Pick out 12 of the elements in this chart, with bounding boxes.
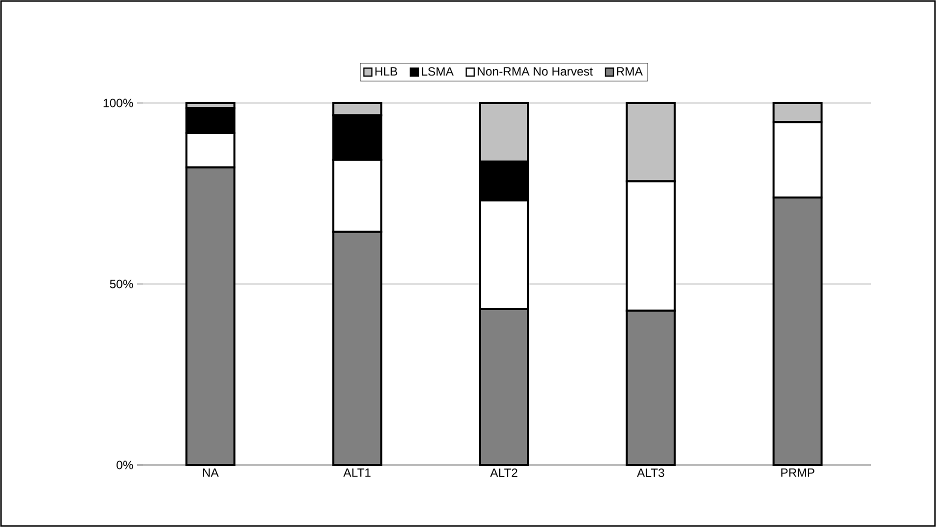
y-tick-label: 50% [110, 280, 134, 288]
x-tick-label: PRMP [781, 468, 814, 477]
legend-label: Non-RMA No Harvest [478, 67, 593, 76]
x-tick-label: ALT1 [343, 468, 371, 477]
legend-label: RMA [617, 67, 643, 76]
x-tick-label: NA [203, 468, 219, 477]
y-tick-label: 100% [104, 98, 134, 108]
legend-label: LSMA [422, 67, 454, 76]
legend-label: HLB [375, 67, 398, 76]
x-tick-label: ALT3 [636, 468, 664, 478]
y-tick-label: 0% [116, 460, 134, 470]
x-tick-label: ALT2 [490, 468, 518, 477]
